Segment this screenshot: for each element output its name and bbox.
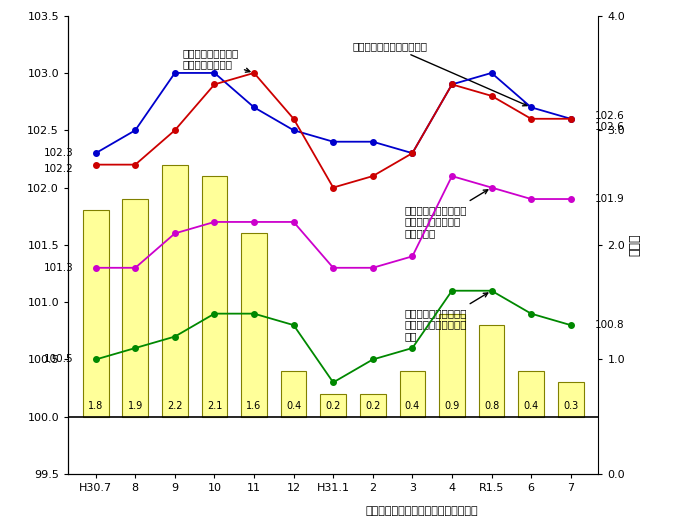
Text: 1.9: 1.9: [128, 401, 143, 411]
Text: 102.6: 102.6: [594, 111, 624, 121]
Text: 【緑】食料及びエネル
ギーを除く総合（左目
盛）: 【緑】食料及びエネル ギーを除く総合（左目 盛）: [405, 293, 488, 341]
Bar: [162, 165, 188, 417]
Bar: [122, 199, 148, 417]
Text: 102.6: 102.6: [594, 122, 624, 132]
Y-axis label: （％）: （％）: [628, 233, 641, 256]
Text: 0.4: 0.4: [286, 401, 301, 411]
Text: 0.2: 0.2: [365, 401, 381, 411]
Bar: [360, 394, 386, 417]
Bar: [400, 371, 425, 417]
Text: 0.2: 0.2: [326, 401, 341, 411]
Bar: [518, 371, 544, 417]
Bar: [439, 314, 465, 417]
Text: 0.4: 0.4: [405, 401, 420, 411]
Text: 0.3: 0.3: [563, 401, 578, 411]
Bar: [201, 176, 227, 417]
Text: 101.3: 101.3: [44, 263, 74, 273]
Text: 総合指数対前年同月上昇率（右目盛）: 総合指数対前年同月上昇率（右目盛）: [365, 506, 478, 516]
Text: 101.9: 101.9: [594, 194, 624, 204]
Text: 0.9: 0.9: [444, 401, 460, 411]
Text: 2.2: 2.2: [167, 401, 183, 411]
Bar: [320, 394, 346, 417]
Text: 102.2: 102.2: [44, 164, 74, 174]
Bar: [241, 233, 267, 417]
Text: 1.8: 1.8: [88, 401, 103, 411]
Bar: [479, 325, 505, 417]
Bar: [281, 371, 307, 417]
Text: 100.5: 100.5: [44, 354, 74, 365]
Text: 102.3: 102.3: [44, 148, 74, 158]
Text: 【紫】生鮮食品及びエ
ネルギーを除く総合
（左目盛）: 【紫】生鮮食品及びエ ネルギーを除く総合 （左目盛）: [405, 190, 488, 238]
Bar: [83, 210, 109, 417]
Text: 0.4: 0.4: [524, 401, 539, 411]
Bar: [558, 382, 583, 417]
Text: 【青】総合指数（左目盛）: 【青】総合指数（左目盛）: [353, 41, 527, 106]
Text: 1.6: 1.6: [246, 401, 262, 411]
Text: 0.8: 0.8: [484, 401, 499, 411]
Text: 【赤】生鮮食品を除
く総合（左目盛）: 【赤】生鮮食品を除 く総合（左目盛）: [183, 48, 250, 72]
Text: 100.8: 100.8: [594, 320, 624, 330]
Text: 2.1: 2.1: [207, 401, 222, 411]
